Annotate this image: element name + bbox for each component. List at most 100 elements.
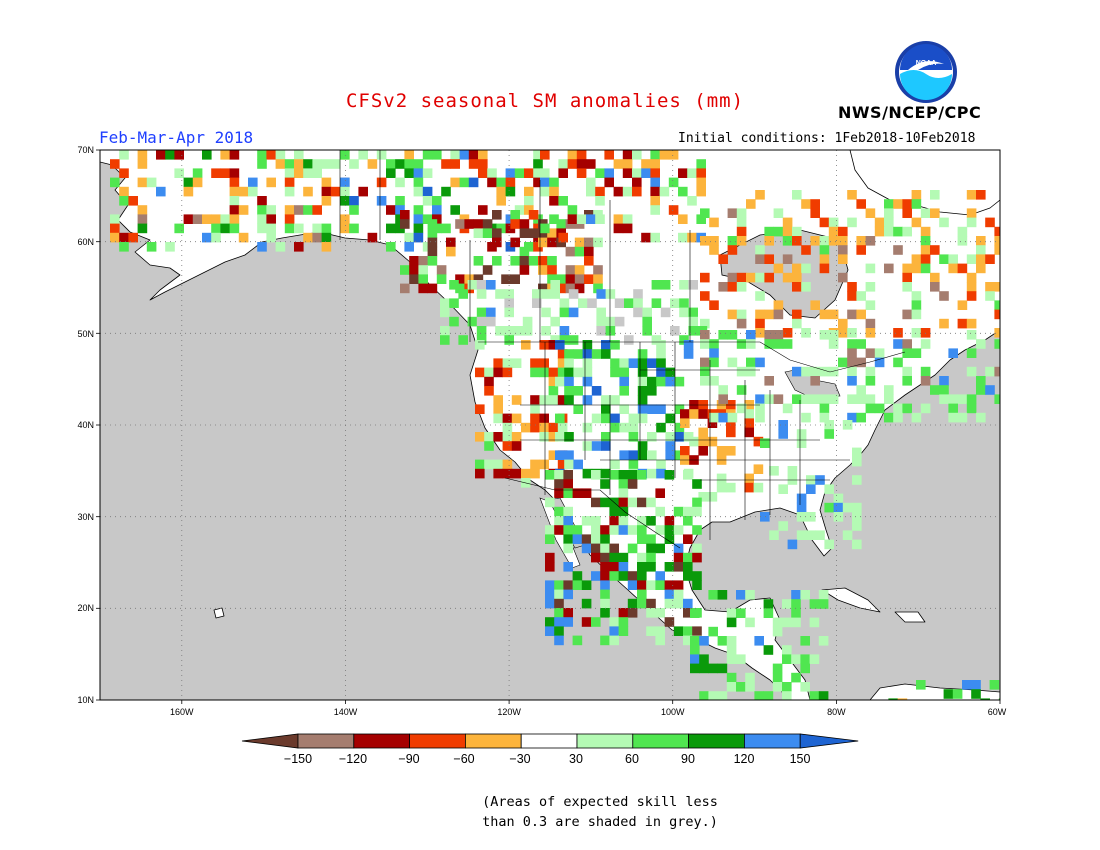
anomaly-cell [637,358,648,368]
anomaly-cell [303,186,313,197]
anomaly-cell [146,242,157,252]
anomaly-cell [828,394,839,404]
colorbar-boxes [241,733,859,749]
anomaly-cell [591,525,601,535]
anomaly-cell [985,385,995,395]
anomaly-cell [696,214,706,224]
anomaly-cell [604,177,614,188]
anomaly-cell [976,190,986,200]
anomaly-cell [920,366,931,377]
anomaly-cell [266,214,276,224]
anomaly-cell [994,328,1000,338]
anomaly-cell [806,484,816,494]
anomaly-cell [709,376,719,386]
anomaly-cell [540,186,550,197]
anomaly-cell [574,265,585,275]
anomaly-cell [976,385,986,395]
anomaly-cell [650,177,660,188]
anomaly-cell [502,367,513,378]
anomaly-cell [330,159,341,169]
anomaly-cell [769,466,779,476]
anomaly-cell [554,589,564,600]
anomaly-cell [764,376,774,386]
anomaly-cell [755,254,765,264]
anomaly-cell [709,357,719,368]
anomaly-cell [655,525,665,535]
anomaly-cell [824,502,834,513]
anomaly-cell [574,283,585,294]
anomaly-cell [538,283,548,294]
anomaly-cell [248,186,258,197]
anomaly-cell [568,307,579,318]
anomaly-cell [782,217,793,228]
anomaly-cell [801,394,811,404]
anomaly-cell [709,300,719,310]
anomaly-cell [404,168,414,178]
anomaly-cell [493,432,503,442]
anomaly-cell [202,232,212,243]
anomaly-cell [763,645,774,655]
colorbar-label-6: 30 [569,752,583,766]
anomaly-cell [810,199,820,209]
anomaly-cell [540,223,550,234]
anomaly-cell [696,186,706,197]
anomaly-cell [609,525,619,535]
anomaly-cell [582,340,593,350]
anomaly-cell [699,636,709,646]
anomaly-cell [473,256,484,266]
anomaly-cell [557,395,568,405]
anomaly-cell [487,177,497,188]
anomaly-cell [596,316,606,327]
anomaly-cell [856,385,866,395]
anomaly-cell [911,309,922,320]
anomaly-cell [628,450,639,460]
anomaly-cell [627,598,638,609]
anomaly-cell [700,318,710,329]
anomaly-cell [358,186,368,197]
anomaly-cell [976,236,986,246]
anomaly-cell [400,210,410,220]
anomaly-cell [556,274,566,284]
anomaly-cell [229,168,240,178]
anomaly-cell [727,236,738,246]
anomaly-cell [627,497,638,508]
anomaly-cell [782,691,792,700]
anomaly-cell [248,177,258,188]
anomaly-cell [656,340,666,350]
anomaly-cell [664,589,675,600]
anomaly-cell [641,168,651,178]
anomaly-cell [627,580,638,590]
anomaly-cell [673,506,684,517]
anomaly-cell [985,366,995,377]
anomaly-cell [699,663,709,674]
anomaly-cell [754,636,764,646]
anomaly-cell [696,177,706,188]
anomaly-cell [312,232,322,243]
anomaly-cell [709,217,719,228]
anomaly-cell [484,432,494,442]
anomaly-cell [418,283,428,294]
anomaly-cell [582,395,593,405]
anomaly-cell [847,217,857,228]
anomaly-cell [486,280,496,290]
anomaly-cell [505,186,516,197]
anomaly-cell [650,150,660,160]
anomaly-cell [815,530,825,540]
anomaly-cell [582,376,593,387]
anomaly-cell [632,150,642,160]
anomaly-cell [655,626,665,636]
anomaly-cell [493,367,503,378]
anomaly-cell [572,488,583,498]
anomaly-cell [613,223,624,234]
lon-label-80w: 80W [827,707,846,717]
anomaly-cell [478,168,488,178]
anomaly-cell [567,214,578,224]
anomaly-cell [321,223,332,234]
anomaly-cell [717,590,728,600]
anomaly-cell [202,214,212,224]
anomaly-cell [736,654,746,664]
anomaly-cell [655,608,665,618]
anomaly-cell [727,272,738,283]
anomaly-cell [646,534,656,544]
anomaly-cell [539,358,549,368]
